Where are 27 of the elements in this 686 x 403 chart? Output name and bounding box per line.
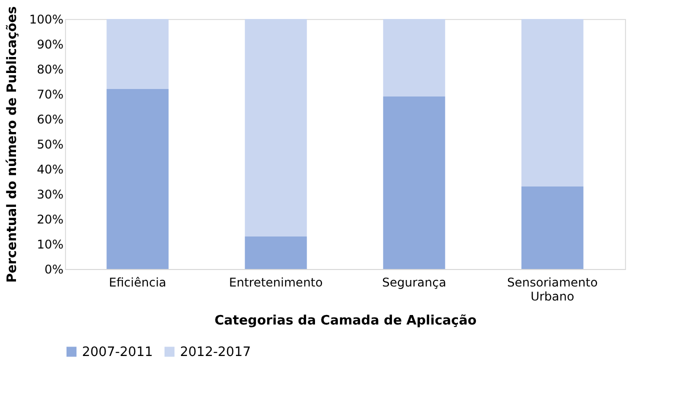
x-tick-label: Sensoriamento Urbano [507, 276, 598, 304]
y-tick-label: 60% [36, 112, 64, 126]
y-tick-label: 30% [36, 188, 64, 202]
y-tick-label: 40% [36, 162, 64, 176]
x-tick-label: Eficiência [108, 276, 166, 290]
y-tick-label: 100% [29, 12, 64, 26]
bar [106, 19, 169, 89]
x-tick-label: Entretenimento [229, 276, 323, 290]
bar [244, 19, 307, 236]
y-tick-label: 10% [36, 238, 64, 252]
legend-label: 2007-2011 [82, 344, 153, 360]
y-tick-label: 0% [44, 262, 64, 276]
x-axis-title: Categorias da Camada de Aplicação [214, 314, 477, 328]
y-tick-label: 20% [36, 212, 64, 226]
bar [521, 186, 584, 269]
y-tick-label: 50% [36, 138, 64, 152]
y-tick-label: 80% [36, 62, 64, 76]
bar [521, 19, 584, 186]
y-tick-label: 70% [36, 88, 64, 102]
x-tick-label: Segurança [382, 276, 446, 290]
bar [383, 96, 446, 269]
y-axis-title: Percentual do número de Publicações [5, 6, 20, 283]
bar [383, 19, 446, 96]
y-tick-label: 90% [36, 38, 64, 52]
bar [244, 236, 307, 269]
legend-label: 2012-2017 [180, 344, 251, 360]
bar [106, 89, 169, 269]
